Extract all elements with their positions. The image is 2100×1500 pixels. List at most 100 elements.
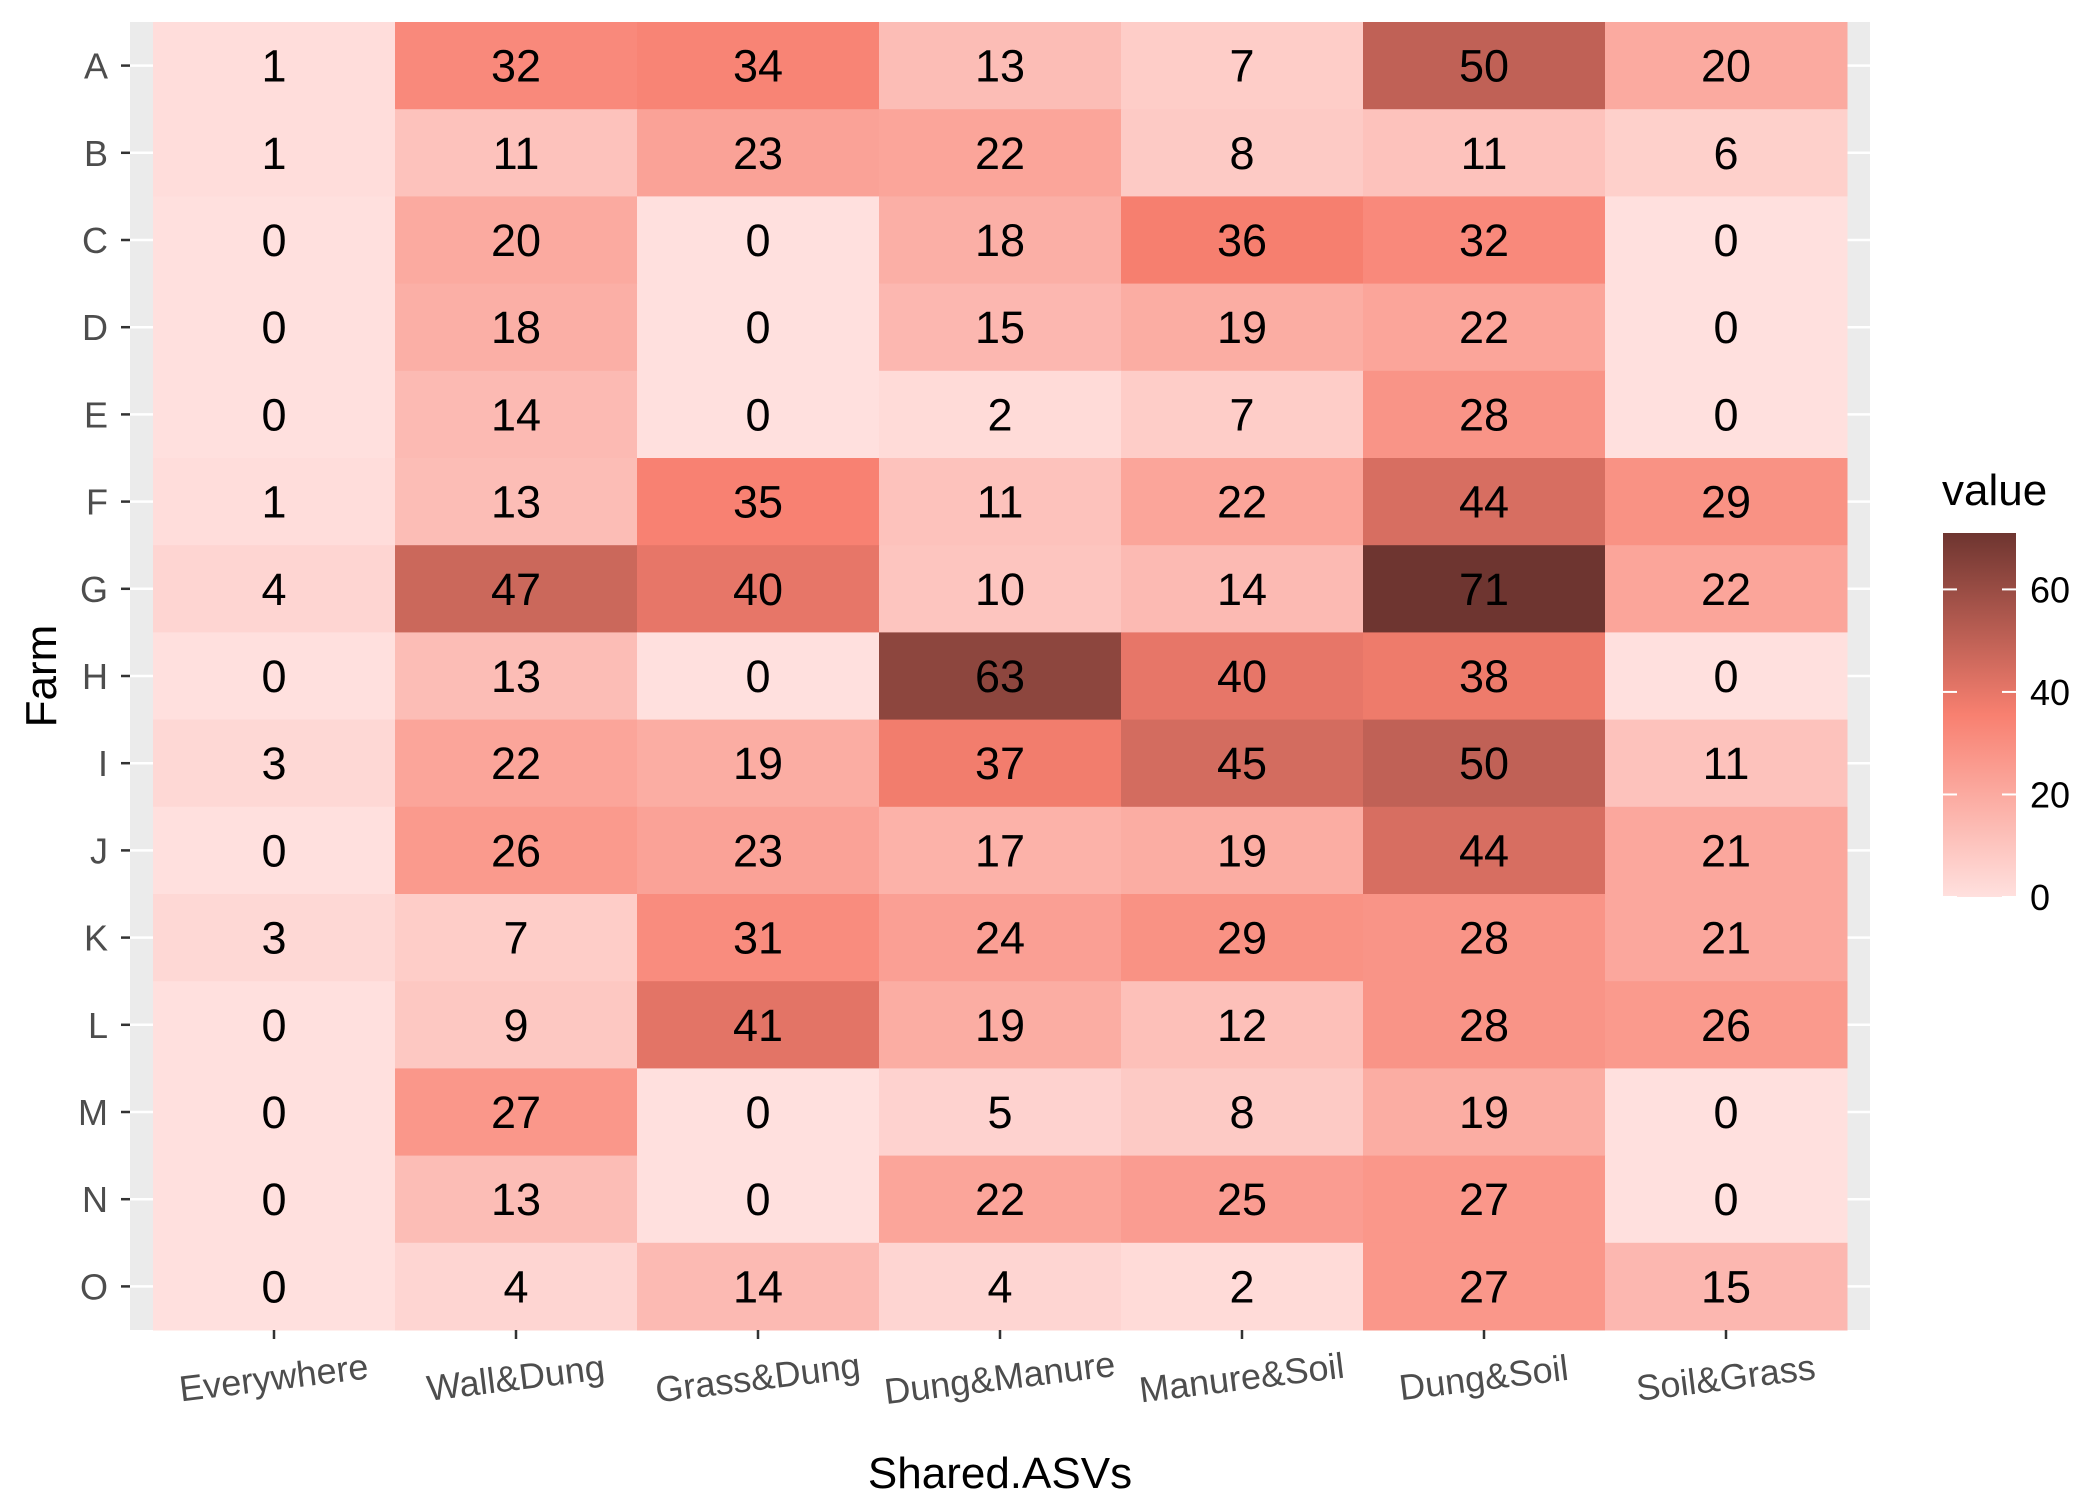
y-tick-label: G (80, 569, 108, 610)
cell-value-label: 19 (975, 1000, 1025, 1051)
heatmap-cell (637, 806, 880, 895)
legend-ticks: 0 20 40 60 (1943, 569, 2070, 918)
legend-tick-label: 60 (2030, 569, 2070, 610)
heatmap-cell (395, 894, 638, 982)
heatmap-cell (153, 283, 396, 372)
cell-value-label: 0 (745, 302, 770, 353)
heatmap-cell (395, 109, 638, 197)
color-legend: value 0 20 40 60 (1942, 466, 2070, 918)
cell-value-label: 2 (1229, 1261, 1254, 1312)
heatmap-cell (879, 196, 1122, 285)
heatmap-cell (879, 283, 1122, 372)
cell-value-label: 4 (261, 564, 286, 615)
cell-value-label: 0 (1713, 651, 1738, 702)
heatmap-cell (153, 1068, 396, 1157)
heatmap-cell (1605, 196, 1848, 285)
y-tick-label: B (84, 133, 108, 174)
heatmap-cell (395, 806, 638, 895)
heatmap-cell (1363, 1068, 1606, 1157)
x-tick-label: Everywhere (177, 1346, 371, 1410)
cell-value-label: 28 (1459, 1000, 1509, 1051)
cell-value-label: 22 (975, 128, 1025, 179)
cell-value-label: 0 (261, 1000, 286, 1051)
cell-value-label: 40 (733, 564, 783, 615)
heatmap-cell (1605, 981, 1848, 1069)
heatmap-cell (1121, 1068, 1364, 1157)
heatmap-cell (1363, 894, 1606, 982)
x-axis-title: Shared.ASVs (868, 1449, 1132, 1498)
cell-value-label: 24 (975, 913, 1025, 964)
cell-value-label: 10 (975, 564, 1025, 615)
cell-value-label: 19 (1217, 825, 1267, 876)
cell-value-label: 17 (975, 825, 1025, 876)
cell-value-label: 28 (1459, 389, 1509, 440)
cell-value-label: 11 (493, 128, 540, 179)
heatmap-cell (153, 894, 396, 982)
heatmap-cell (1121, 370, 1364, 459)
cell-value-label: 45 (1217, 738, 1267, 789)
cell-value-label: 19 (1217, 302, 1267, 353)
heatmap-cell (1121, 196, 1364, 285)
cell-value-label: 3 (261, 913, 286, 964)
cell-value-label: 0 (745, 389, 770, 440)
heatmap-cell (1363, 806, 1606, 895)
heatmap-cell (153, 109, 396, 197)
cell-value-label: 26 (491, 825, 541, 876)
y-tick-label: D (82, 307, 108, 348)
cell-value-label: 9 (503, 1000, 528, 1051)
heatmap-cell (879, 545, 1122, 633)
heatmap-cell (1363, 632, 1606, 721)
cell-value-label: 20 (1701, 41, 1751, 92)
x-tick-label: Soil&Grass (1634, 1346, 1818, 1409)
cell-value-label: 15 (1701, 1261, 1751, 1312)
heatmap-cell (153, 632, 396, 721)
cell-value-label: 6 (1713, 128, 1738, 179)
cell-value-label: 11 (1461, 128, 1508, 179)
cell-value-label: 32 (491, 41, 541, 92)
cell-value-label: 0 (261, 825, 286, 876)
heatmap-cell (637, 894, 880, 982)
x-tick-label: Grass&Dung (653, 1345, 863, 1411)
cell-value-label: 13 (491, 1174, 541, 1225)
heatmap-cell (395, 719, 638, 808)
cell-value-label: 3 (261, 738, 286, 789)
cell-value-label: 34 (733, 41, 783, 92)
cell-value-label: 14 (491, 389, 541, 440)
x-tick-label: Manure&Soil (1137, 1345, 1347, 1411)
y-tick-label: E (84, 394, 108, 435)
heatmap-cell (1605, 1242, 1848, 1331)
heatmap-cell (153, 196, 396, 285)
legend-tick-label: 0 (2030, 877, 2050, 918)
heatmap-cell (1605, 283, 1848, 372)
heatmap-cell (1121, 109, 1364, 197)
cell-value-label: 38 (1459, 651, 1509, 702)
cell-value-label: 7 (1229, 389, 1254, 440)
cell-value-label: 23 (733, 128, 783, 179)
heatmap-cell (153, 719, 396, 808)
cell-value-label: 29 (1217, 913, 1267, 964)
cell-value-label: 0 (1713, 1174, 1738, 1225)
cell-value-label: 18 (975, 215, 1025, 266)
heatmap-cell (1605, 458, 1848, 546)
y-tick-label: K (84, 918, 108, 959)
cell-value-label: 31 (733, 913, 783, 964)
cell-value-label: 1 (261, 41, 286, 92)
cell-value-label: 44 (1459, 477, 1509, 528)
cell-value-label: 11 (977, 477, 1024, 528)
cell-value-label: 14 (733, 1261, 783, 1312)
cell-value-label: 21 (1701, 825, 1751, 876)
heatmap-cell (1605, 1155, 1848, 1244)
cell-value-label: 29 (1701, 477, 1751, 528)
cell-value-label: 23 (733, 825, 783, 876)
cell-value-label: 8 (1229, 1087, 1254, 1138)
cell-value-label: 28 (1459, 913, 1509, 964)
heatmap-cell (1121, 22, 1364, 110)
heatmap-cell (153, 1242, 396, 1331)
heatmap-cell (1605, 1068, 1848, 1157)
cell-value-label: 11 (1703, 738, 1750, 789)
cell-value-label: 21 (1701, 913, 1751, 964)
cell-value-label: 19 (733, 738, 783, 789)
y-tick-label: F (86, 482, 108, 523)
heatmap-cell (637, 719, 880, 808)
heatmap-cell (1605, 632, 1848, 721)
